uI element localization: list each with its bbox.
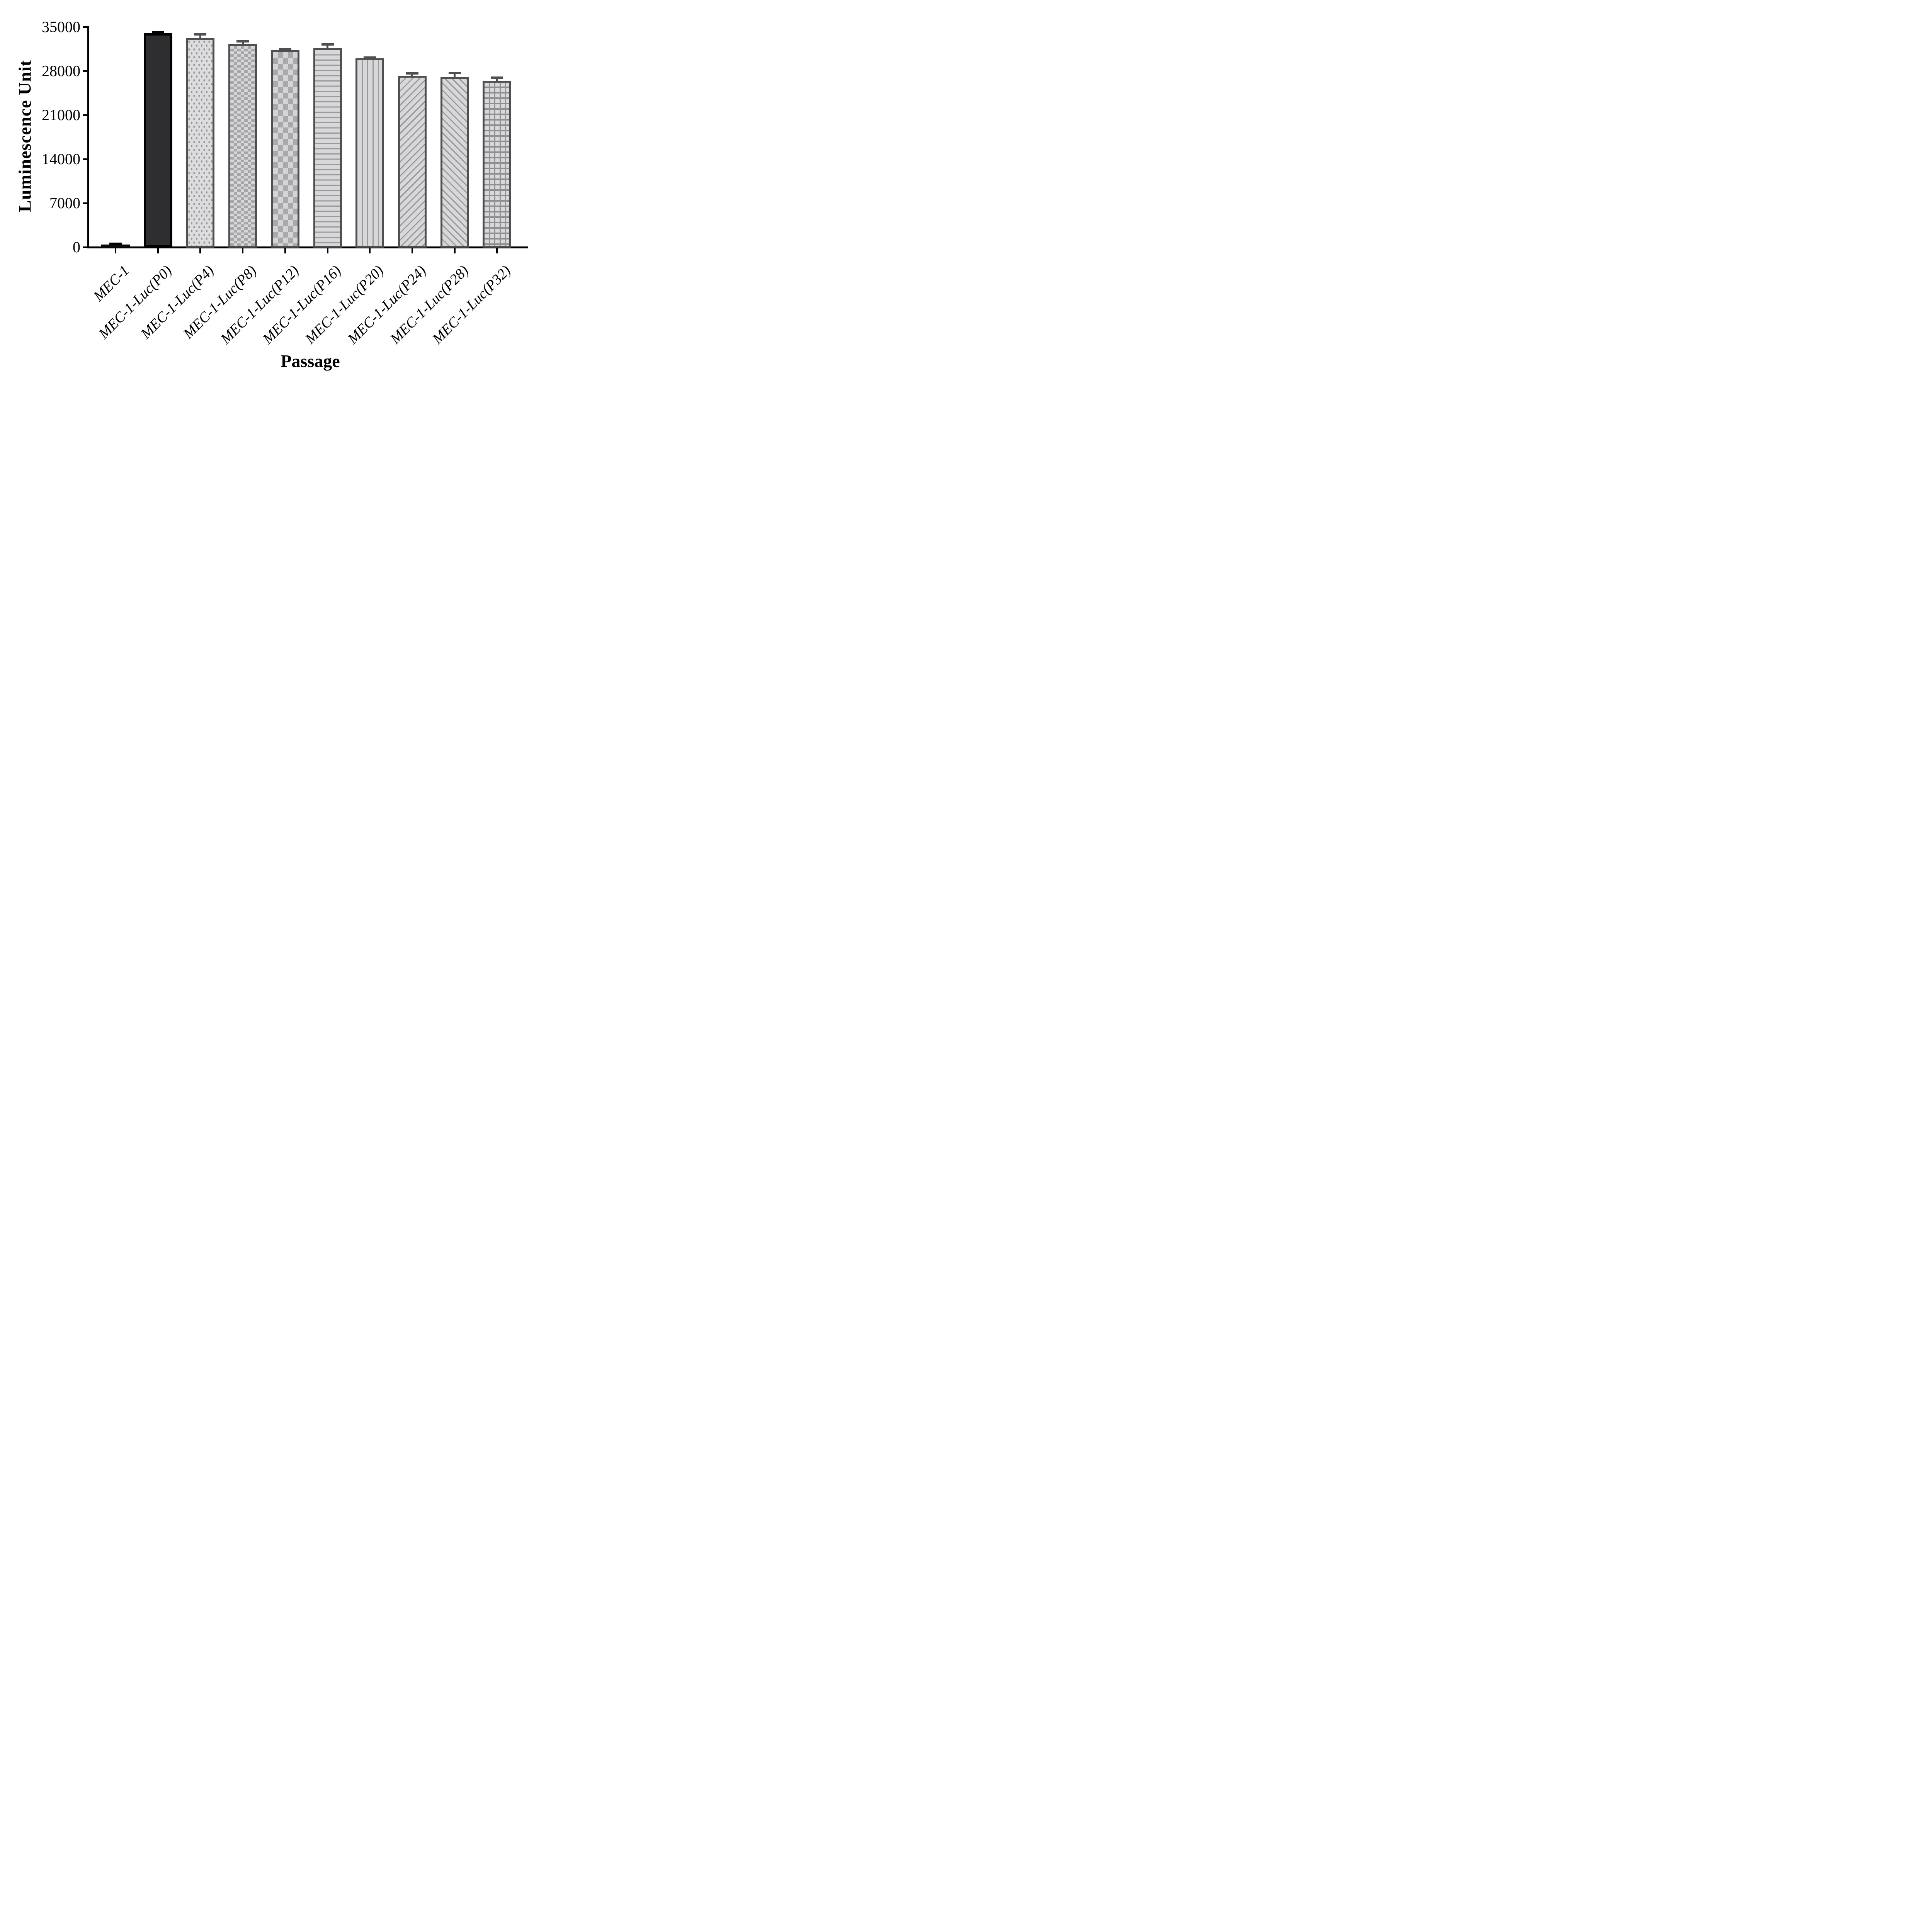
y-tick — [83, 202, 88, 204]
error-bar-stem — [454, 73, 456, 78]
error-bar-cap — [109, 242, 122, 245]
x-category-label: MEC-1-Luc(P4) — [138, 262, 218, 342]
bar — [228, 44, 257, 248]
x-tick — [242, 248, 244, 253]
error-bar-cap — [406, 72, 418, 75]
bar — [483, 81, 512, 248]
x-category-label: MEC-1-Luc(P24) — [344, 262, 429, 347]
x-tick — [369, 248, 371, 253]
x-category-label: MEC-1-Luc(P12) — [217, 262, 302, 347]
bar — [355, 58, 384, 248]
y-tick-label: 0 — [73, 238, 80, 256]
error-bar-cap — [236, 40, 249, 43]
x-category-label: MEC-1-Luc(P32) — [429, 262, 514, 347]
error-bar-cap — [491, 76, 503, 79]
bar — [101, 245, 130, 248]
error-bar-stem — [199, 35, 201, 38]
error-bar-cap — [151, 31, 164, 33]
x-category-label: MEC-1-Luc(P16) — [260, 262, 345, 347]
error-bar-stem — [242, 42, 244, 44]
y-axis-line — [87, 26, 89, 248]
y-tick-label: 21000 — [42, 106, 80, 124]
x-tick — [284, 248, 286, 253]
bar — [270, 50, 299, 248]
error-bar-stem — [327, 45, 328, 49]
y-tick — [83, 114, 88, 116]
y-tick — [83, 246, 88, 248]
x-category-label: MEC-1-Luc(P0) — [95, 262, 175, 342]
x-axis-line — [87, 246, 528, 248]
x-category-label: MEC-1-Luc(P8) — [180, 262, 260, 342]
x-category-label: MEC-1-Luc(P28) — [387, 262, 472, 347]
y-tick — [83, 26, 88, 28]
error-bar-cap — [279, 48, 291, 51]
y-tick-label: 14000 — [42, 150, 80, 168]
error-bar-stem — [411, 74, 413, 76]
bar-chart-figure: Luminescence Unit Passage 0 7000 14000 2100… — [0, 0, 551, 385]
y-axis-title: Luminescence Unit — [15, 60, 35, 212]
bar — [398, 76, 427, 248]
x-tick — [199, 248, 201, 253]
x-category-label: MEC-1 — [90, 262, 133, 305]
x-tick — [496, 248, 498, 253]
error-bar-stem — [496, 78, 498, 82]
x-tick — [115, 248, 116, 253]
y-tick — [83, 70, 88, 72]
bar — [186, 37, 215, 248]
bar — [440, 77, 469, 248]
y-tick-label: 7000 — [49, 194, 80, 212]
x-category-label: MEC-1-Luc(P20) — [302, 262, 387, 347]
y-tick — [83, 158, 88, 160]
y-tick-label: 28000 — [42, 62, 80, 80]
x-tick — [411, 248, 413, 253]
bar — [313, 48, 342, 248]
error-bar-cap — [448, 71, 461, 74]
error-bar-cap — [194, 33, 207, 36]
bar — [143, 33, 172, 248]
x-tick — [454, 248, 456, 253]
x-tick — [327, 248, 328, 253]
error-bar-cap — [321, 43, 334, 46]
error-bar-cap — [364, 56, 376, 59]
x-tick — [157, 248, 159, 253]
error-bar-stem — [157, 32, 159, 34]
y-tick-label: 35000 — [42, 18, 80, 36]
x-axis-title: Passage — [281, 351, 340, 371]
